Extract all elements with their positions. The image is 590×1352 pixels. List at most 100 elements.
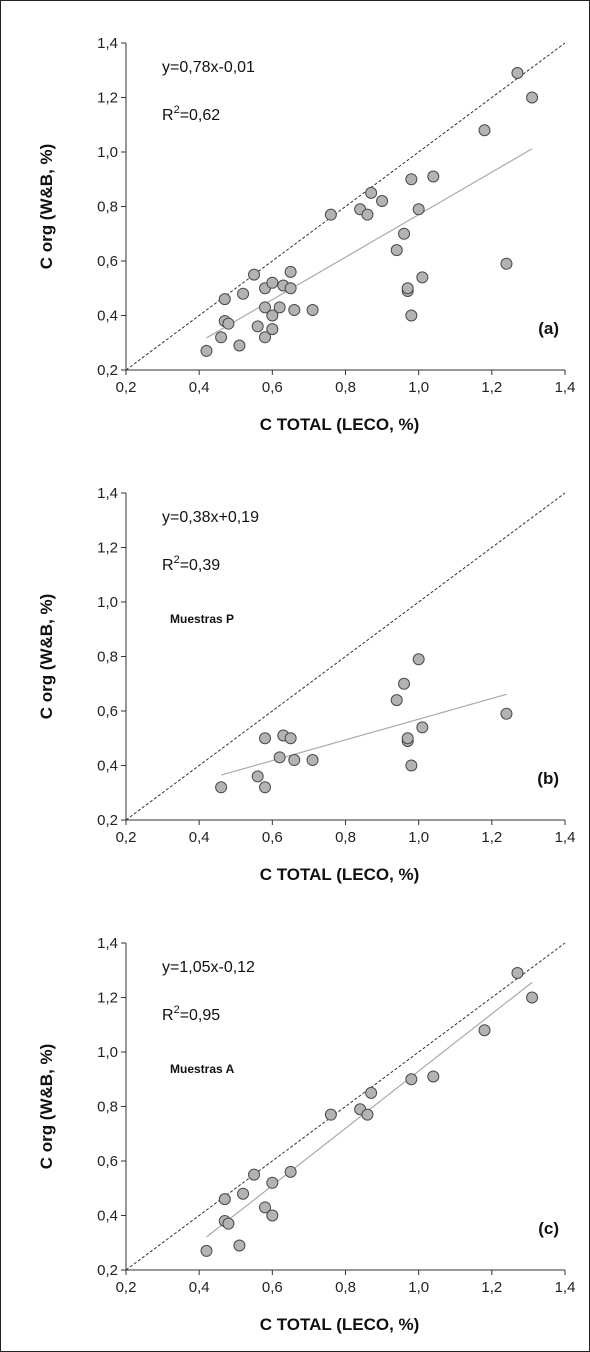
data-point (306, 754, 319, 767)
data-point (215, 331, 228, 344)
y-tick-label: 1,2 (97, 990, 118, 1007)
r-squared-prefix: R (162, 107, 174, 124)
x-tick-label: 1,0 (408, 379, 429, 396)
y-axis-title: C org (W&B, %) (37, 594, 56, 720)
y-tick-label: 1,4 (97, 485, 118, 502)
data-point (478, 1024, 491, 1037)
y-axis-title: C org (W&B, %) (37, 1044, 56, 1170)
x-tick-label: 0,6 (262, 379, 283, 396)
data-point (251, 770, 264, 783)
data-point (259, 732, 272, 745)
x-tick-label: 0,4 (189, 379, 210, 396)
scatter-panel-b: 0,2 0,4 0,6 0,8 1,0 1,2 1,4 0,2 0,4 0,6 0,8 1,0 1,2 1… (37, 485, 575, 884)
x-tick-label: 1,2 (481, 829, 502, 846)
y-tick-label: 0,8 (97, 1099, 118, 1116)
one-to-one-reference-line (125, 42, 566, 371)
y-tick-label: 0,6 (97, 253, 118, 270)
data-point (405, 309, 418, 322)
data-point (401, 732, 414, 745)
x-tick-label: 0,8 (335, 829, 356, 846)
x-axis-title: C TOTAL (LECO, %) (260, 415, 420, 434)
y-tick-label: 0,8 (97, 649, 118, 666)
y-tick-label: 1,0 (97, 1044, 118, 1061)
y-tick-label: 0,2 (97, 812, 118, 829)
data-point (324, 1108, 337, 1121)
r-squared-value: =0,95 (180, 1007, 221, 1024)
r-squared-superscript: 2 (174, 554, 180, 566)
regression-equation: y=0,38x+0,19 (162, 509, 259, 526)
data-point (273, 751, 286, 764)
x-tick-label: 0,2 (116, 379, 137, 396)
data-point (412, 653, 425, 666)
data-point (222, 317, 235, 330)
x-tick-label: 0,4 (189, 829, 210, 846)
x-tick-label: 1,4 (555, 379, 576, 396)
regression-equation: y=1,05x-0,12 (162, 959, 255, 976)
data-point (365, 1086, 378, 1099)
data-point (284, 1165, 297, 1178)
data-point (284, 282, 297, 295)
data-point (288, 754, 301, 767)
y-tick-label: 0,6 (97, 1153, 118, 1170)
r-squared-value: =0,62 (180, 107, 221, 124)
y-tick-label: 1,4 (97, 35, 118, 52)
r-squared-superscript: 2 (174, 104, 180, 116)
data-point (500, 257, 513, 270)
data-point (288, 304, 301, 317)
data-point (233, 1239, 246, 1252)
data-point (248, 1168, 261, 1181)
x-tick-label: 1,2 (481, 379, 502, 396)
data-point (390, 244, 403, 257)
data-point (266, 1176, 279, 1189)
data-point (259, 301, 272, 314)
y-tick-label: 1,0 (97, 594, 118, 611)
data-point (405, 1073, 418, 1086)
data-point (259, 1201, 272, 1214)
x-tick-label: 0,4 (189, 1279, 210, 1296)
x-tick-label: 0,2 (116, 1279, 137, 1296)
y-axis-title: C org (W&B, %) (37, 144, 56, 270)
data-point (390, 694, 403, 707)
data-point (259, 781, 272, 794)
r-squared-prefix: R (162, 1007, 174, 1024)
data-point (266, 309, 279, 322)
data-point (200, 1244, 213, 1257)
x-axis-title: C TOTAL (LECO, %) (260, 865, 420, 884)
panel-label: (a) (538, 319, 559, 338)
data-point (401, 282, 414, 295)
data-point (222, 1217, 235, 1230)
y-tick-label: 1,0 (97, 144, 118, 161)
r-squared-label: R2=0,62 (162, 104, 220, 124)
x-tick-label: 0,2 (116, 829, 137, 846)
data-point (526, 91, 539, 104)
x-tick-label: 1,4 (555, 829, 576, 846)
x-tick-label: 1,0 (408, 1279, 429, 1296)
data-point (412, 203, 425, 216)
data-point (266, 1209, 279, 1222)
data-point (416, 721, 429, 734)
x-tick-label: 0,6 (262, 1279, 283, 1296)
data-point (266, 323, 279, 336)
data-point (427, 170, 440, 183)
data-point (376, 195, 389, 208)
panel-label: (c) (538, 1219, 559, 1238)
x-tick-label: 0,8 (335, 1279, 356, 1296)
y-tick-label: 0,4 (97, 1208, 118, 1225)
data-point (405, 759, 418, 772)
regression-line (206, 148, 533, 339)
data-point (361, 1108, 374, 1121)
one-to-one-reference-line (125, 492, 566, 821)
y-tick-label: 1,2 (97, 90, 118, 107)
data-point (365, 186, 378, 199)
data-point (237, 287, 250, 300)
y-tick-label: 0,8 (97, 199, 118, 216)
y-tick-label: 0,4 (97, 308, 118, 325)
x-tick-label: 1,4 (555, 1279, 576, 1296)
y-tick-label: 0,4 (97, 758, 118, 775)
regression-line (220, 693, 507, 776)
data-point (511, 66, 524, 79)
data-point (511, 966, 524, 979)
data-point (361, 208, 374, 221)
r-squared-label: R2=0,39 (162, 554, 220, 574)
